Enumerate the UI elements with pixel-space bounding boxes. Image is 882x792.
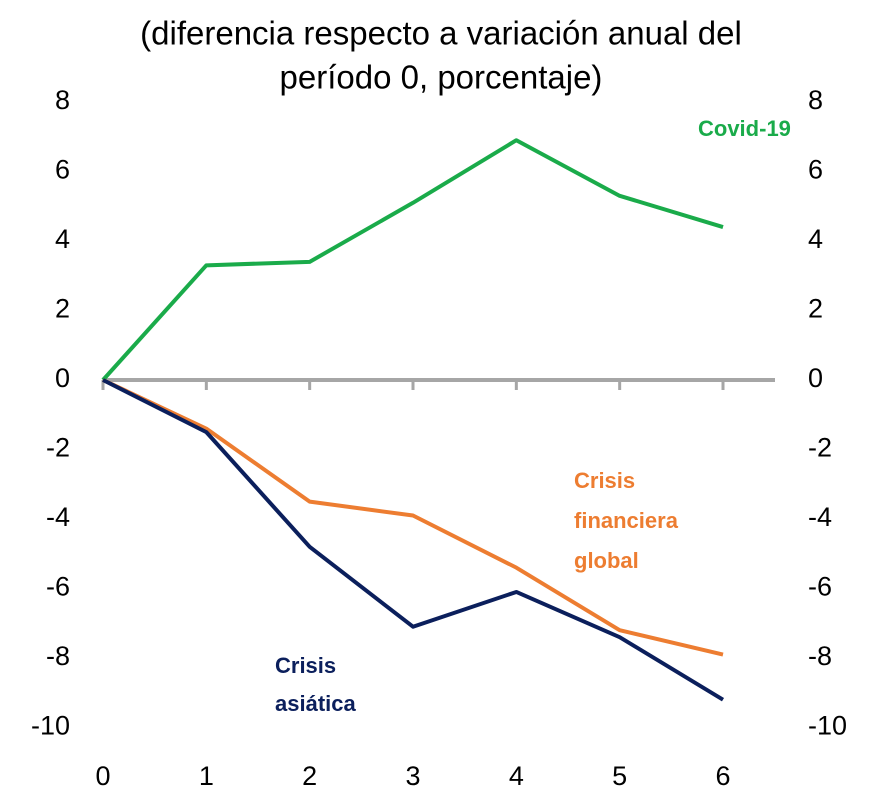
x-tick-label: 6 xyxy=(715,761,730,791)
x-tick-label: 0 xyxy=(95,761,110,791)
x-tick-label: 3 xyxy=(405,761,420,791)
y2-tick-label: 4 xyxy=(808,224,823,254)
y-tick-label: 0 xyxy=(55,363,70,393)
x-tick-label: 4 xyxy=(509,761,524,791)
y-tick-label: 4 xyxy=(55,224,70,254)
y-tick-label: 8 xyxy=(55,85,70,115)
y2-tick-label: -10 xyxy=(808,711,847,741)
y-tick-label: -10 xyxy=(31,711,70,741)
y-tick-label: 6 xyxy=(55,155,70,185)
y-tick-label: -4 xyxy=(46,502,70,532)
y2-tick-label: 6 xyxy=(808,155,823,185)
y-tick-label: -8 xyxy=(46,641,70,671)
subtitle: (diferencia respecto a variación anual d… xyxy=(140,15,742,52)
subtitle: período 0, porcentaje) xyxy=(280,59,603,96)
y-tick-label: 2 xyxy=(55,294,70,324)
series-label: Crisis financiera global xyxy=(574,468,684,573)
series-label: Crisis asiática xyxy=(275,653,356,716)
y-tick-label: -2 xyxy=(46,433,70,463)
x-tick-label: 1 xyxy=(199,761,214,791)
y2-tick-label: -2 xyxy=(808,433,832,463)
y2-tick-label: 0 xyxy=(808,363,823,393)
series-line xyxy=(101,138,724,382)
x-tick-label: 5 xyxy=(612,761,627,791)
series-label: Covid-19 xyxy=(698,116,791,141)
y2-tick-label: -6 xyxy=(808,572,832,602)
y2-tick-label: 8 xyxy=(808,85,823,115)
series-line xyxy=(102,378,725,702)
y2-tick-label: -4 xyxy=(808,502,832,532)
y2-tick-label: -8 xyxy=(808,641,832,671)
series-line xyxy=(102,378,724,657)
y2-tick-label: 2 xyxy=(808,294,823,324)
x-tick-label: 2 xyxy=(302,761,317,791)
y-tick-label: -6 xyxy=(46,572,70,602)
